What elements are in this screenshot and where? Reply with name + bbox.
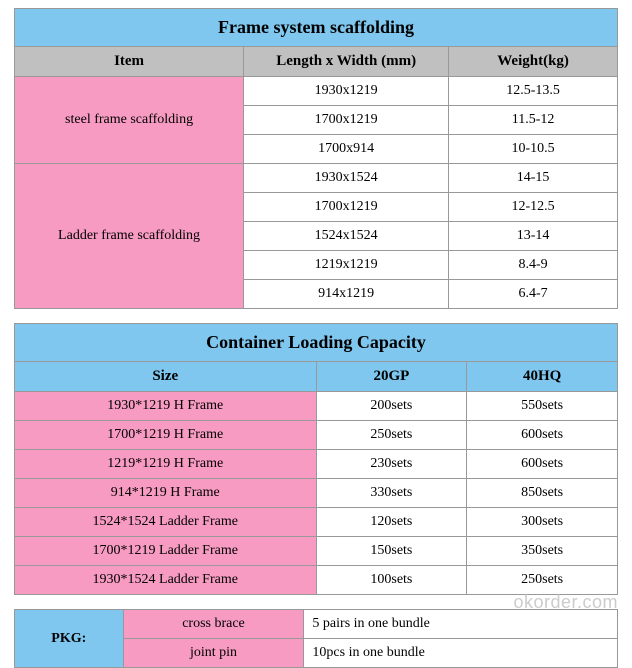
table1-title-row: Frame system scaffolding <box>15 9 618 47</box>
cell-20gp: 330sets <box>316 479 467 508</box>
group-label-steel: steel frame scaffolding <box>15 77 244 164</box>
table2-title: Container Loading Capacity <box>15 324 618 362</box>
table-row: 1524*1524 Ladder Frame 120sets 300sets <box>15 508 618 537</box>
group-label-ladder: Ladder frame scaffolding <box>15 164 244 309</box>
cell-size: 914*1219 H Frame <box>15 479 317 508</box>
cell-dim: 1930x1524 <box>244 164 449 193</box>
pkg-label: PKG: <box>15 610 124 668</box>
cell-size: 1930*1524 Ladder Frame <box>15 566 317 595</box>
cell-size: 1700*1219 H Frame <box>15 421 317 450</box>
cell-weight: 8.4-9 <box>449 251 618 280</box>
table1-header-row: Item Length x Width (mm) Weight(kg) <box>15 47 618 77</box>
cell-20gp: 200sets <box>316 392 467 421</box>
cell-20gp: 100sets <box>316 566 467 595</box>
cell-40hq: 600sets <box>467 450 618 479</box>
table-row: 1219*1219 H Frame 230sets 600sets <box>15 450 618 479</box>
table-row: 1700*1219 H Frame 250sets 600sets <box>15 421 618 450</box>
cell-40hq: 350sets <box>467 537 618 566</box>
cell-20gp: 150sets <box>316 537 467 566</box>
table-row: 1930*1524 Ladder Frame 100sets 250sets <box>15 566 618 595</box>
table-row: 1930*1219 H Frame 200sets 550sets <box>15 392 618 421</box>
header-dim: Length x Width (mm) <box>244 47 449 77</box>
table-row: 1700*1219 Ladder Frame 150sets 350sets <box>15 537 618 566</box>
table-row: Ladder frame scaffolding 1930x1524 14-15 <box>15 164 618 193</box>
table-row: 914*1219 H Frame 330sets 850sets <box>15 479 618 508</box>
cell-weight: 11.5-12 <box>449 106 618 135</box>
cell-dim: 1700x1219 <box>244 106 449 135</box>
cell-40hq: 850sets <box>467 479 618 508</box>
pkg-item: cross brace <box>123 610 304 639</box>
container-capacity-table: Container Loading Capacity Size 20GP 40H… <box>14 323 618 595</box>
cell-size: 1524*1524 Ladder Frame <box>15 508 317 537</box>
cell-40hq: 250sets <box>467 566 618 595</box>
table2-title-row: Container Loading Capacity <box>15 324 618 362</box>
header-size: Size <box>15 362 317 392</box>
cell-weight: 10-10.5 <box>449 135 618 164</box>
table-row: steel frame scaffolding 1930x1219 12.5-1… <box>15 77 618 106</box>
cell-20gp: 250sets <box>316 421 467 450</box>
table2-header-row: Size 20GP 40HQ <box>15 362 618 392</box>
cell-size: 1930*1219 H Frame <box>15 392 317 421</box>
cell-weight: 12.5-13.5 <box>449 77 618 106</box>
pkg-table: PKG: cross brace 5 pairs in one bundle j… <box>14 609 618 668</box>
cell-20gp: 230sets <box>316 450 467 479</box>
header-weight: Weight(kg) <box>449 47 618 77</box>
cell-weight: 14-15 <box>449 164 618 193</box>
cell-dim: 1700x914 <box>244 135 449 164</box>
cell-40hq: 600sets <box>467 421 618 450</box>
watermark: okorder.com <box>513 592 618 613</box>
cell-dim: 1524x1524 <box>244 222 449 251</box>
pkg-desc: 5 pairs in one bundle <box>304 610 618 639</box>
cell-dim: 914x1219 <box>244 280 449 309</box>
cell-size: 1700*1219 Ladder Frame <box>15 537 317 566</box>
cell-dim: 1219x1219 <box>244 251 449 280</box>
cell-weight: 6.4-7 <box>449 280 618 309</box>
cell-size: 1219*1219 H Frame <box>15 450 317 479</box>
header-20gp: 20GP <box>316 362 467 392</box>
table-row: PKG: cross brace 5 pairs in one bundle <box>15 610 618 639</box>
pkg-item: joint pin <box>123 639 304 668</box>
pkg-desc: 10pcs in one bundle <box>304 639 618 668</box>
header-item: Item <box>15 47 244 77</box>
cell-dim: 1700x1219 <box>244 193 449 222</box>
cell-weight: 12-12.5 <box>449 193 618 222</box>
cell-dim: 1930x1219 <box>244 77 449 106</box>
table1-title: Frame system scaffolding <box>15 9 618 47</box>
cell-40hq: 550sets <box>467 392 618 421</box>
cell-20gp: 120sets <box>316 508 467 537</box>
frame-system-table: Frame system scaffolding Item Length x W… <box>14 8 618 309</box>
cell-40hq: 300sets <box>467 508 618 537</box>
header-40hq: 40HQ <box>467 362 618 392</box>
cell-weight: 13-14 <box>449 222 618 251</box>
